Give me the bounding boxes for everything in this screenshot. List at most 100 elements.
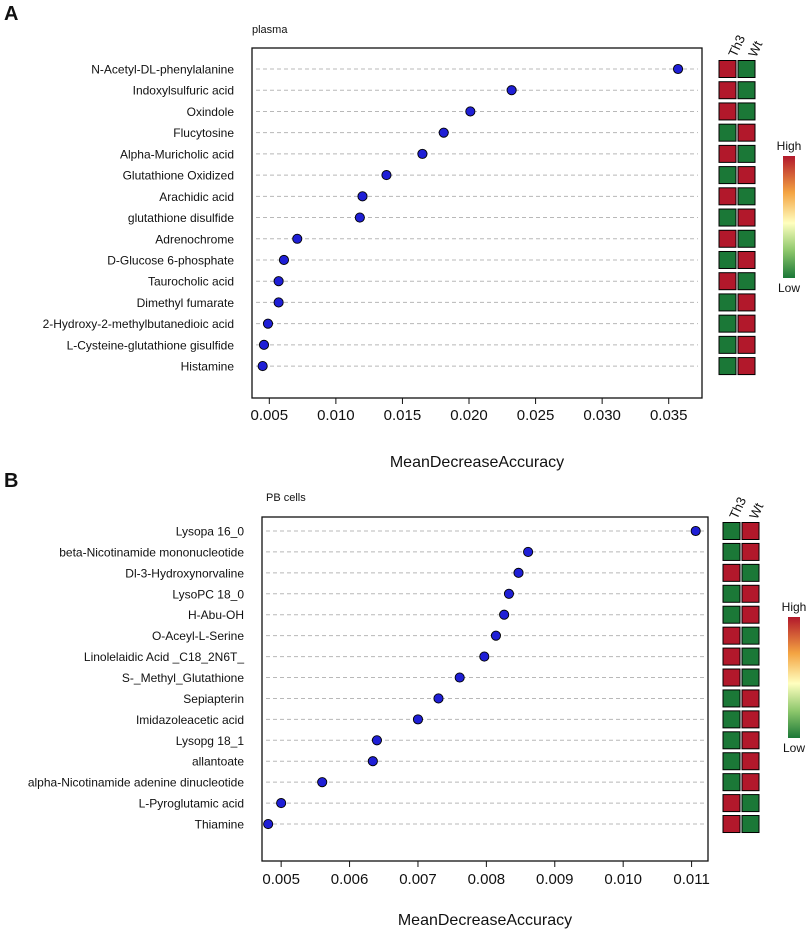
panel-b-heatmap-cell (741, 563, 760, 582)
panel-b-label: B (4, 470, 18, 492)
panel-b-heatmap-cell (722, 626, 741, 645)
panel-a-heatmap-cell (737, 250, 756, 269)
panel-b-data-point (367, 756, 378, 767)
panel-a-x-axis: 0.005 0.010 0.015 0.020 0.025 0.030 0.035 (251, 398, 688, 424)
panel-b-data-point (317, 777, 328, 788)
panel-b-legend-low-label: Low (783, 741, 805, 755)
panel-a-heatmap-cell (737, 102, 756, 121)
panel-a-heatmap-cell (718, 250, 737, 269)
panel-b-x-axis-title: MeanDecreaseAccuracy (398, 912, 572, 929)
panel-a-heatmap-col-wt: Wt (745, 38, 765, 59)
panel-a-category-label: glutathione disulfide (128, 211, 234, 225)
panel-b-category-label: O-Aceyl-L-Serine (152, 629, 244, 643)
panel-a-x-axis-title: MeanDecreaseAccuracy (390, 454, 564, 471)
panel-a-heatmap-cell (718, 81, 737, 100)
panel-a-heatmap-cell (737, 123, 756, 142)
panel-a-heatmap-cell (718, 272, 737, 291)
panel-b-heatmap-cell (741, 689, 760, 708)
panel-a-heatmap-cell (718, 60, 737, 78)
panel-b-heatmap-cell (722, 522, 741, 540)
panel-a-data-point (292, 233, 303, 244)
panel-b-heatmap-cell (741, 605, 760, 624)
panel-b-category-label: S-_Methyl_Glutathione (122, 671, 244, 685)
panel-b-heatmap-cell (722, 689, 741, 708)
panel-b-rows: Lysopa 16_0 beta-Nicotinamide mononucleot… (28, 525, 704, 832)
panel-b-data-point (479, 651, 490, 662)
panel-b-x-tick-label: 0.009 (536, 871, 574, 888)
panel-a-category-label: Glutathione Oxidized (123, 169, 234, 183)
panel-b-heatmap-cell (722, 731, 741, 750)
panel-b-category-label: Linolelaidic Acid _C18_2N6T_ (84, 650, 244, 664)
panel-a-title: plasma (252, 24, 288, 36)
panel-a-heatmap-cell (718, 357, 737, 376)
panel-b-title: PB cells (266, 492, 306, 504)
panel-a: A plasma N-Acetyl-DL-phenylalanine Indoxy… (4, 3, 801, 471)
panel-a-category-label: L-Cysteine-glutathione gisulfide (67, 338, 235, 352)
panel-b-color-legend (788, 617, 800, 738)
panel-b-heatmap-cell (722, 815, 741, 834)
panel-a-category-label: Histamine (181, 360, 235, 374)
panel-a-x-tick-label: 0.020 (450, 407, 488, 424)
panel-b-data-point (490, 630, 501, 641)
panel-a-category-label: Adrenochrome (155, 232, 234, 246)
panel-a-heatmap-col-th3: Th3 (725, 33, 748, 60)
panel-a-data-point (381, 170, 392, 181)
panel-a-category-label: N-Acetyl-DL-phenylalanine (91, 63, 234, 77)
panel-b-heatmap-cell (722, 542, 741, 561)
panel-a-heatmap-cell (718, 229, 737, 248)
panel-b-heatmap-cell (741, 647, 760, 666)
panel-a-category-label: Dimethyl fumarate (137, 296, 235, 310)
panel-a-data-point (417, 148, 428, 159)
panel-a-heatmap-cell (737, 357, 756, 376)
panel-b-x-tick-label: 0.005 (262, 871, 300, 888)
panel-b-heatmap-cell (741, 752, 760, 771)
panel-a-data-point (438, 127, 449, 138)
panel-a-heatmap-cell (718, 144, 737, 163)
panel-b-category-label: Lysopa 16_0 (176, 525, 245, 539)
panel-a-heatmap-cell (718, 166, 737, 185)
panel-b-heatmap-cell (722, 563, 741, 582)
panel-b-category-label: beta-Nicotinamide mononucleotide (59, 545, 244, 559)
panel-b-x-tick-label: 0.007 (399, 871, 437, 888)
panel-a-heatmap-cell (718, 293, 737, 312)
panel-a-x-tick-label: 0.035 (650, 407, 688, 424)
panel-b-heatmap-cell (741, 542, 760, 561)
panel-b-heatmap-cell (741, 522, 760, 540)
panel-a-category-label: Oxindole (187, 105, 235, 119)
panel-b-data-point (454, 672, 465, 683)
panel-a-x-tick-label: 0.005 (251, 407, 289, 424)
panel-b-category-label: Imidazoleacetic acid (136, 713, 244, 727)
panel-a-heatmap-cell (737, 272, 756, 291)
panel-a-heatmap-cell (737, 166, 756, 185)
panel-b-category-label: LysoPC 18_0 (172, 587, 244, 601)
panel-a-data-point (278, 254, 290, 266)
panel-b-heatmap (722, 522, 760, 834)
panel-a-heatmap-cell (737, 335, 756, 354)
panel-b-heatmap-cell (741, 710, 760, 729)
panel-b-data-point (503, 588, 514, 599)
panel-a-heatmap-cell (737, 229, 756, 248)
panel-a-heatmap-cell (718, 123, 737, 142)
panel-a-heatmap-cell (737, 81, 756, 100)
panel-b-heatmap-cell (722, 710, 741, 729)
panel-b-x-tick-label: 0.010 (604, 871, 642, 888)
panel-a-heatmap-cell (737, 144, 756, 163)
panel-a-data-point (506, 85, 517, 96)
panel-b-category-label: H-Abu-OH (188, 608, 244, 622)
panel-b-heatmap-cell (741, 731, 760, 750)
panel-a-heatmap-cell (718, 314, 737, 333)
panel-a-label: A (4, 3, 18, 25)
panel-a-data-point (465, 106, 476, 117)
panel-b-x-tick-label: 0.011 (673, 871, 709, 888)
panel-b-heatmap-cell (722, 794, 741, 813)
panel-a-data-point (357, 191, 368, 202)
panel-b-heatmap-cell (722, 584, 741, 603)
panel-b-data-point (412, 714, 424, 725)
panel-b-heatmap-cell (741, 584, 760, 603)
panel-b-plot-frame (261, 516, 709, 862)
panel-b-x-tick-label: 0.008 (468, 871, 506, 888)
panel-b-data-point (371, 735, 382, 746)
panel-b-category-label: Dl-3-Hydroxynorvaline (125, 566, 244, 580)
panel-a-x-tick-label: 0.030 (583, 407, 621, 424)
panel-b: B PB cells Lysopa 16_0 beta-Nicotinamide … (4, 470, 806, 929)
